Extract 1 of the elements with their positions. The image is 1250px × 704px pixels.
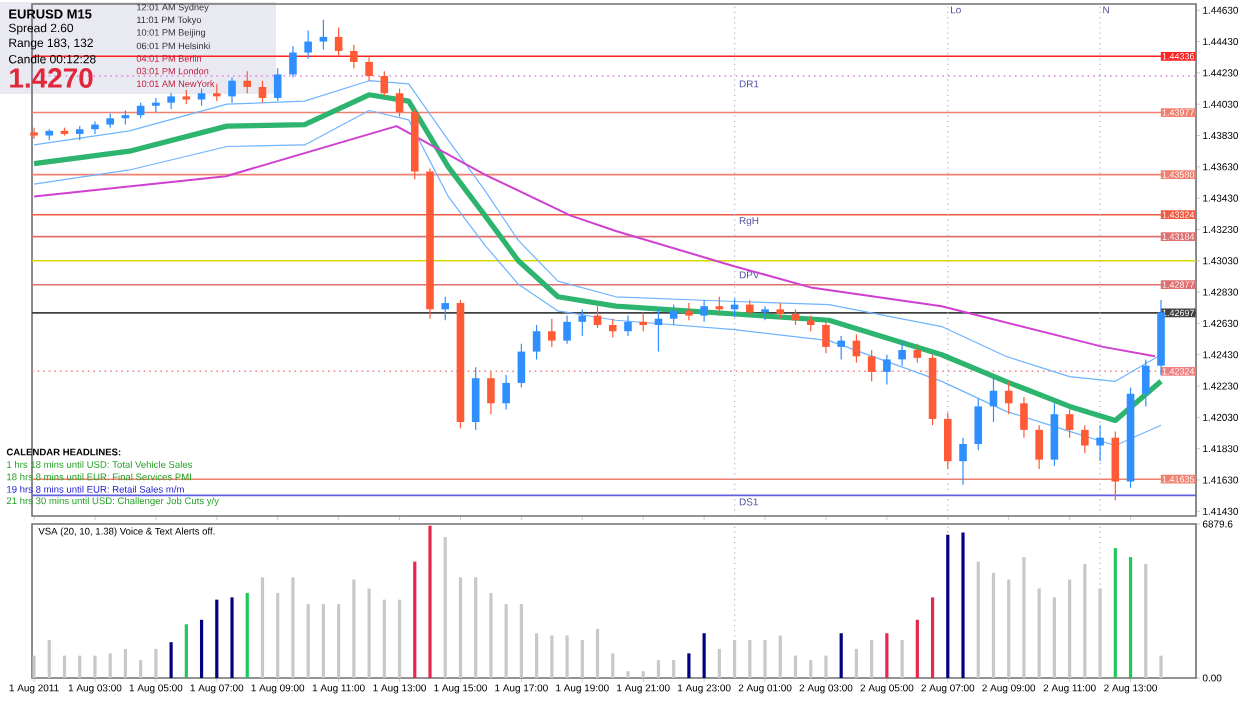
annotation: 1.4270 (10, 68, 93, 88)
